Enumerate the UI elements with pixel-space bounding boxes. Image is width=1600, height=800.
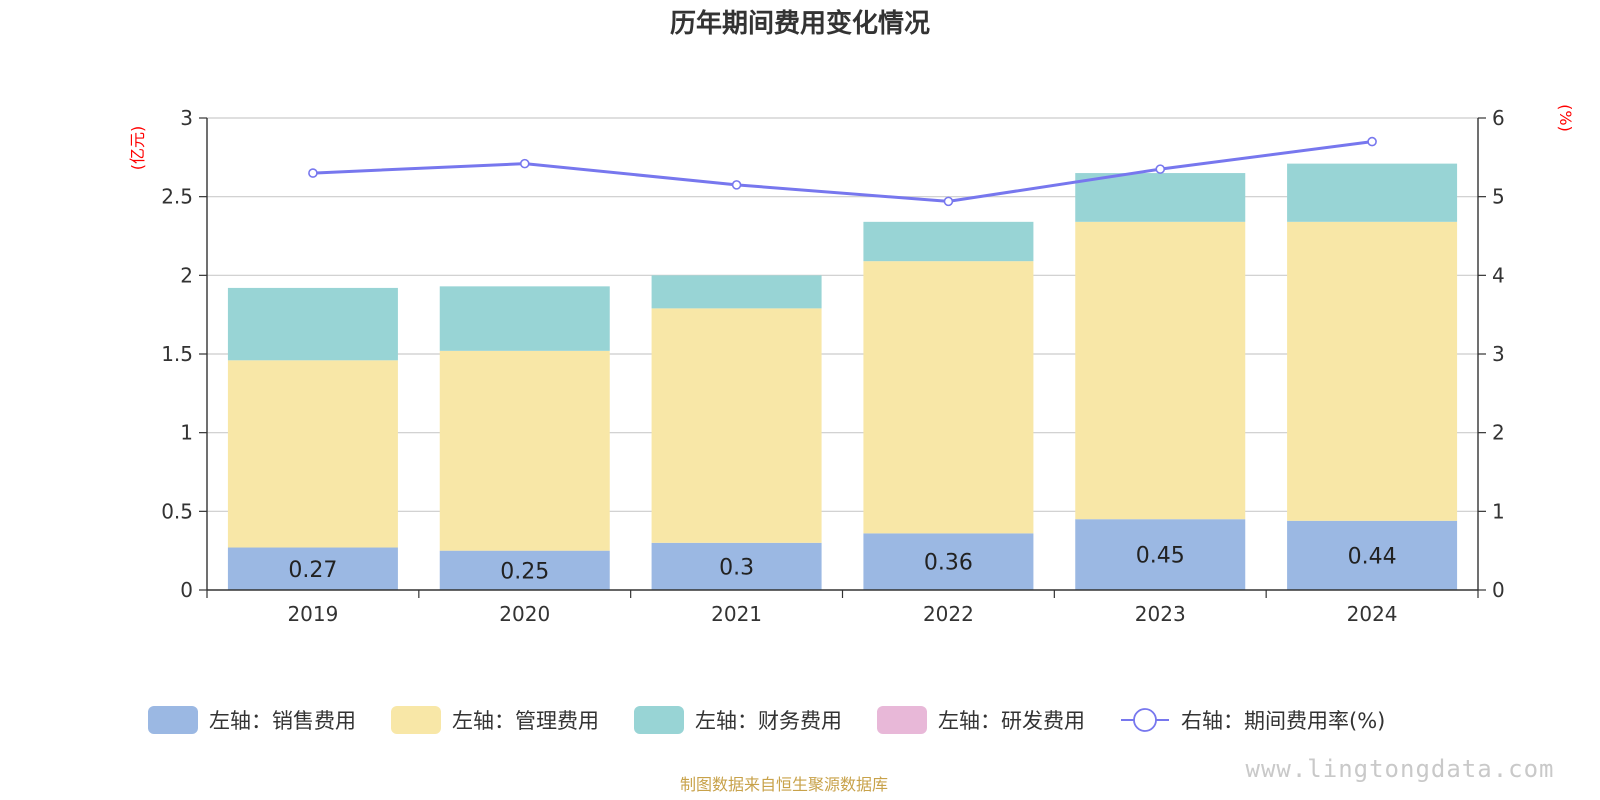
bar-segment — [227, 287, 398, 361]
bar-segment — [1287, 163, 1458, 222]
right-axis-tick-label: 3 — [1492, 342, 1505, 366]
left-axis-tick-label: 1.5 — [161, 342, 193, 366]
chart-title: 历年期间费用变化情况 — [670, 8, 930, 39]
x-axis-tick-label: 2021 — [711, 602, 762, 626]
right-axis-tick-label: 4 — [1492, 263, 1505, 287]
bar-data-label: 0.25 — [500, 559, 549, 584]
legend: 左轴：销售费用 左轴：管理费用 左轴：财务费用 左轴：研发费用 右轴：期间费用率(%) — [148, 706, 1385, 734]
bar-data-label: 0.36 — [924, 551, 973, 576]
legend-label: 左轴：研发费用 — [938, 709, 1085, 733]
bar-segment — [1287, 221, 1458, 521]
x-axis-tick-label: 2020 — [499, 602, 550, 626]
watermark: www.lingtongdata.com — [1246, 755, 1555, 783]
bar-segment — [1075, 519, 1246, 590]
bar-segment — [439, 350, 610, 551]
legend-swatch — [391, 706, 441, 734]
left-axis-unit: (亿元) — [128, 126, 147, 171]
left-axis-tick-label: 0 — [180, 578, 193, 602]
legend-label: 左轴：管理费用 — [452, 709, 599, 733]
bar-data-labels: 0.27 0.25 0.3 0.36 0.45 0.44 — [288, 544, 1396, 585]
gridlines — [207, 117, 1478, 512]
rate-point — [1155, 164, 1166, 174]
bar-segment — [1287, 520, 1458, 590]
bar-segment — [651, 542, 822, 590]
data-source-note: 制图数据来自恒生聚源数据库 — [680, 775, 888, 794]
left-axis-tick-label: 0.5 — [161, 499, 193, 523]
bar-segment — [651, 275, 822, 309]
legend-swatch — [634, 706, 684, 734]
bar-segment — [439, 550, 610, 590]
bar-segment — [227, 360, 398, 548]
rate-point — [731, 180, 742, 190]
bar-series — [227, 163, 1458, 590]
left-axis-tick-label: 2.5 — [161, 185, 193, 209]
bar-segment — [863, 221, 1034, 262]
rate-point — [943, 196, 954, 207]
legend-label: 左轴：财务费用 — [695, 709, 842, 733]
left-axis-tick-label: 3 — [180, 106, 193, 130]
rate-line — [312, 140, 1373, 203]
legend-label: 右轴：期间费用率(%) — [1181, 709, 1385, 733]
rate-point — [1367, 136, 1377, 147]
bar-segment — [227, 547, 398, 590]
x-axis-tick-label: 2024 — [1347, 602, 1398, 626]
bar-data-label: 0.45 — [1136, 544, 1185, 569]
bar-segment — [863, 261, 1034, 534]
bar-segment — [439, 286, 610, 351]
rate-point — [308, 168, 318, 178]
right-axis-tick-label: 6 — [1492, 106, 1505, 130]
right-axis-tick-label: 0 — [1492, 578, 1505, 602]
legend-swatch — [148, 706, 198, 734]
axes: 0 0.5 1 1.5 2 2.5 3 0 1 2 3 4 5 6 2019 2020 2021 2022 2023… — [161, 106, 1505, 626]
x-axis-tick-label: 2022 — [923, 602, 974, 626]
bar-data-label: 0.44 — [1348, 544, 1397, 569]
x-axis-tick-label: 2019 — [287, 602, 338, 626]
bar-data-label: 0.3 — [719, 555, 754, 580]
legend-label: 左轴：销售费用 — [209, 709, 356, 733]
right-axis-tick-label: 2 — [1492, 421, 1505, 445]
legend-swatch — [877, 706, 927, 734]
bar-data-label: 0.27 — [288, 558, 337, 583]
left-axis-tick-label: 2 — [180, 263, 193, 287]
left-axis-tick-label: 1 — [180, 421, 193, 445]
right-axis-tick-label: 5 — [1492, 185, 1505, 209]
bar-segment — [1075, 173, 1246, 222]
rate-point — [519, 158, 530, 169]
bar-segment — [863, 533, 1034, 590]
bar-segment — [651, 308, 822, 543]
bar-segment — [1075, 221, 1246, 520]
rate-line-series — [308, 136, 1377, 207]
right-axis-tick-label: 1 — [1492, 499, 1505, 523]
right-axis-unit: (%) — [1556, 104, 1575, 132]
x-axis-tick-label: 2023 — [1135, 602, 1186, 626]
legend-marker — [1133, 708, 1157, 732]
